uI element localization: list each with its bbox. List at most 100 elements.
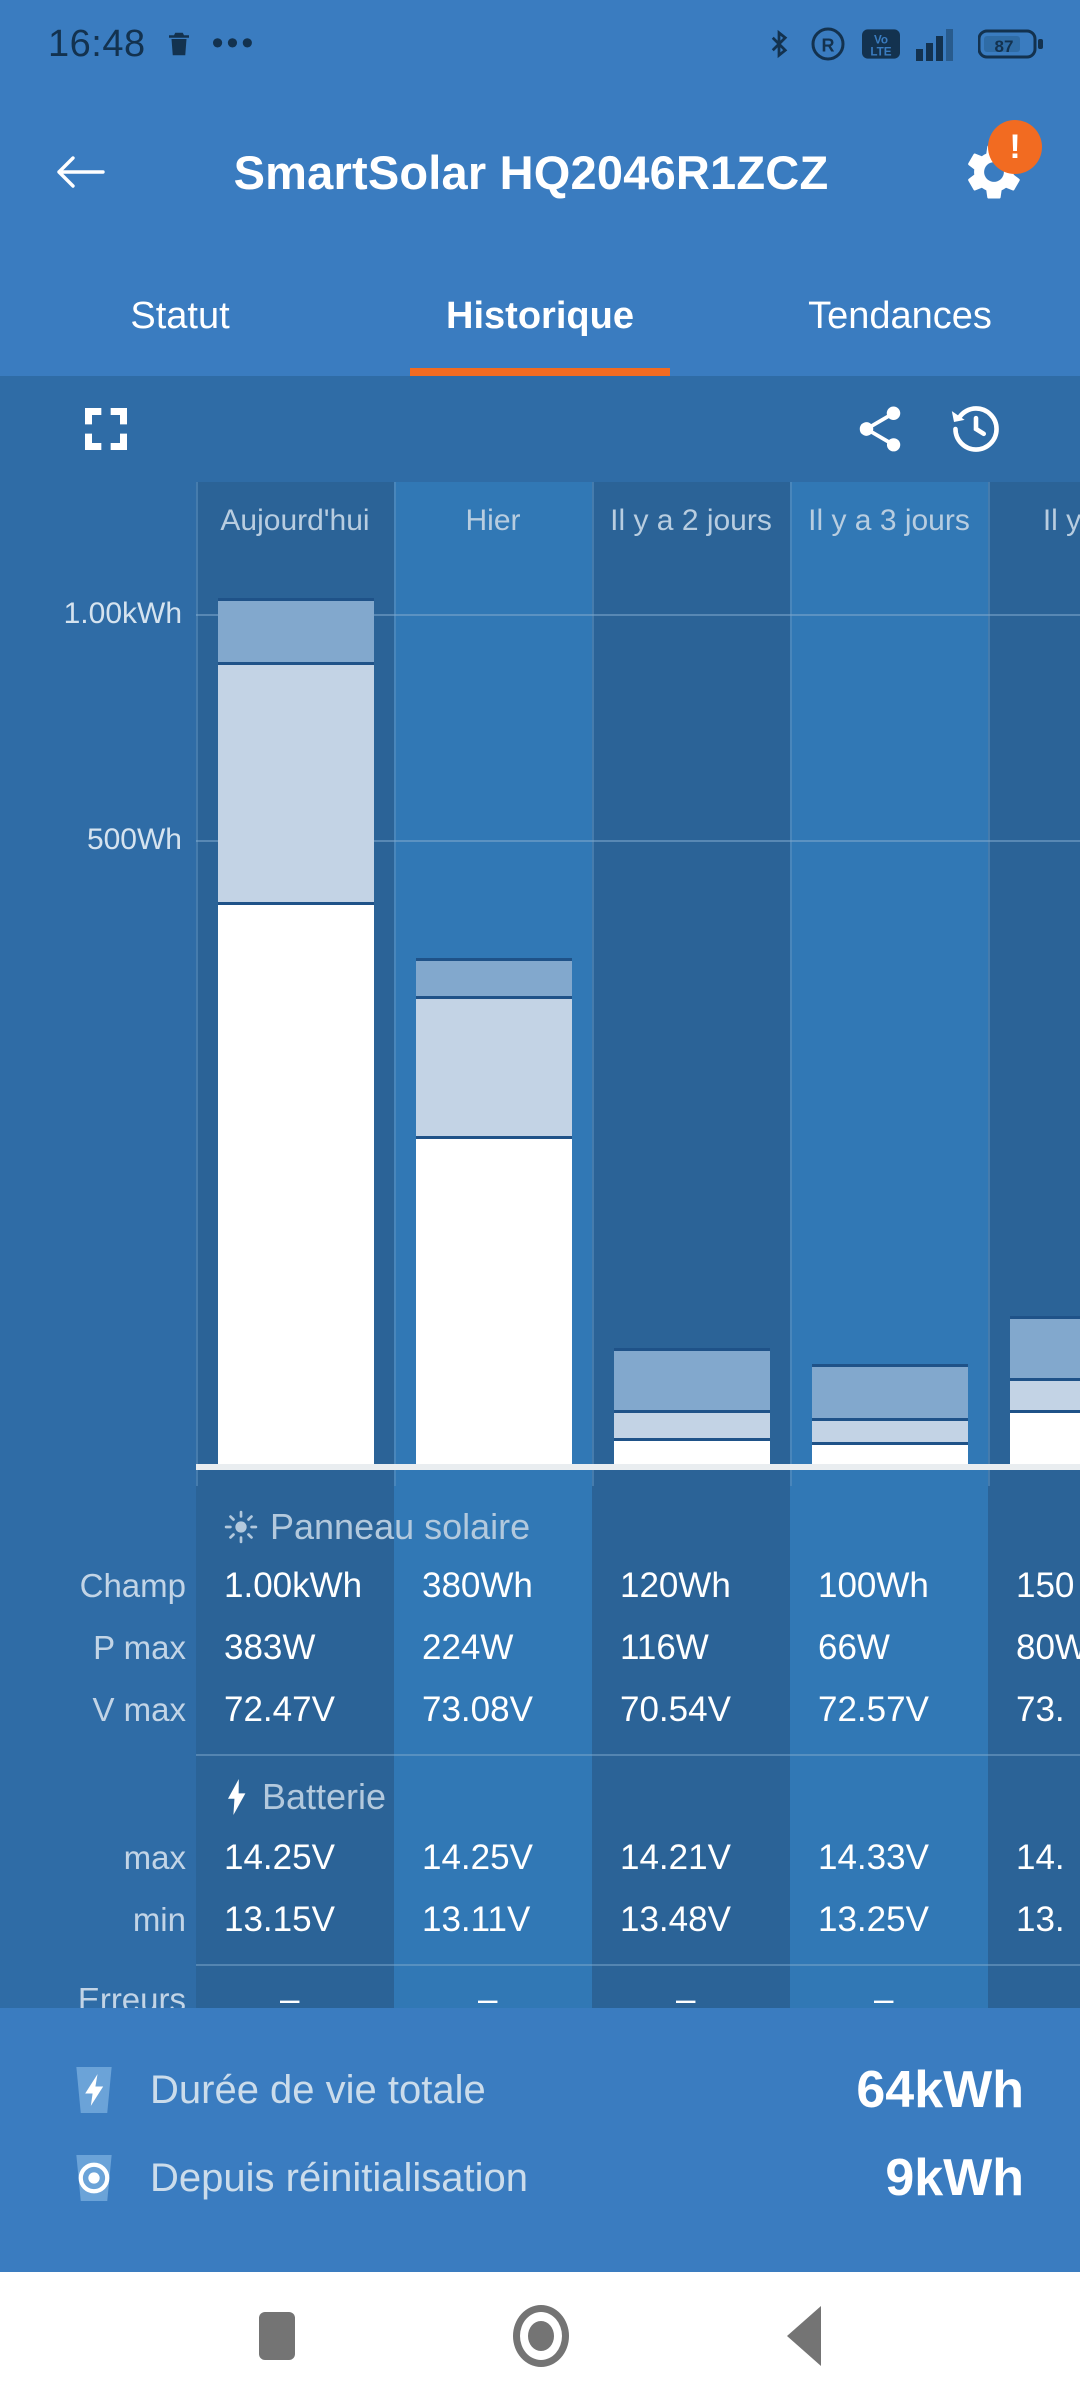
- volte-icon: Vo LTE: [862, 29, 900, 59]
- bar-segment-bottom: [218, 902, 374, 1464]
- cell-pmax-0: 383W: [224, 1628, 316, 1667]
- tab-statut-label: Statut: [130, 294, 230, 337]
- history-button[interactable]: [928, 400, 1024, 458]
- cell-pmax-2: 116W: [620, 1628, 709, 1667]
- bar-segment-bottom: [416, 1136, 572, 1464]
- chart-bar-1[interactable]: [416, 958, 572, 1464]
- bluetooth-icon: [771, 29, 788, 59]
- cell-vmax-3: 72.57V: [818, 1690, 929, 1729]
- energy-bar-chart[interactable]: Aujourd'hui Hier Il y a 2 jours Il y a 3…: [0, 482, 1080, 1486]
- tab-historique[interactable]: Historique: [360, 256, 720, 376]
- section-title-solar: Panneau solaire: [270, 1506, 531, 1547]
- bar-segment-top: [614, 1348, 770, 1410]
- cell-batt-min-2: 13.48V: [620, 1900, 731, 1939]
- cell-champ-4: 150: [1016, 1566, 1075, 1605]
- status-bar: 16:48 ••• R Vo LTE: [0, 0, 1080, 88]
- bar-segment-top: [1010, 1316, 1080, 1378]
- status-bar-right: R Vo LTE 87: [764, 25, 1044, 63]
- sun-icon: [224, 1510, 258, 1544]
- home-button[interactable]: [513, 2305, 569, 2367]
- fullscreen-icon: [85, 408, 127, 450]
- cell-batt-min-4: 13.: [1016, 1900, 1065, 1939]
- bar-segment-middle: [614, 1410, 770, 1438]
- bar-segment-bottom: [614, 1438, 770, 1464]
- cell-vmax-4: 73.: [1016, 1690, 1065, 1729]
- chart-bar-3[interactable]: [812, 1364, 968, 1464]
- section-divider-1: [196, 1754, 1080, 1756]
- settings-alert-badge: !: [988, 120, 1042, 174]
- chart-column-2[interactable]: Il y a 2 jours: [592, 482, 790, 1486]
- cell-batt-min-1: 13.11V: [422, 1900, 531, 1939]
- footer-label-lifetime: Durée de vie totale: [150, 2067, 486, 2112]
- recents-button[interactable]: [259, 2312, 295, 2360]
- reset-target-icon: [76, 2155, 112, 2201]
- table-column-0: [196, 1486, 394, 2008]
- table-row-batt-min: 13.15V 13.11V 13.48V 13.25V 13.: [196, 1900, 1080, 1940]
- reset-target-icon-wrap: [56, 2148, 132, 2208]
- chart-bar-0[interactable]: [218, 598, 374, 1464]
- back-button[interactable]: [40, 150, 120, 194]
- battery-icon: 87: [978, 29, 1043, 59]
- cell-champ-1: 380Wh: [422, 1566, 533, 1605]
- tab-historique-label: Historique: [446, 294, 634, 337]
- chart-column-label: Il y a 2 jours: [610, 504, 772, 537]
- cell-vmax-0: 72.47V: [224, 1690, 335, 1729]
- tab-active-indicator: [410, 368, 670, 376]
- svg-text:LTE: LTE: [870, 46, 891, 59]
- cell-batt-max-2: 14.21V: [620, 1838, 731, 1877]
- row-label-batt-max: max: [123, 1839, 186, 1876]
- row-label-batt-min: min: [132, 1901, 186, 1938]
- fullscreen-button[interactable]: [58, 401, 154, 457]
- section-header-solar: Panneau solaire: [196, 1506, 530, 1548]
- table-column-1: [394, 1486, 592, 2008]
- table-column-3: [790, 1486, 988, 2008]
- cell-pmax-4: 80W: [1016, 1628, 1080, 1667]
- bar-segment-middle: [812, 1418, 968, 1442]
- chart-bar-2[interactable]: [614, 1348, 770, 1464]
- row-label-vmax: V max: [92, 1691, 186, 1728]
- tab-tendances-label: Tendances: [808, 294, 992, 337]
- cell-batt-max-4: 14.: [1016, 1838, 1065, 1877]
- share-button[interactable]: [832, 402, 928, 456]
- status-bar-left: 16:48 •••: [48, 23, 764, 66]
- bar-segment-top: [416, 958, 572, 996]
- battery-bolt-icon-wrap: [56, 2060, 132, 2120]
- back-triangle-icon: [787, 2306, 821, 2366]
- bar-segment-middle: [218, 662, 374, 902]
- settings-button[interactable]: !: [948, 120, 1042, 218]
- tab-statut[interactable]: Statut: [0, 256, 360, 376]
- totals-footer: Durée de vie totale 64kWh Depuis réiniti…: [0, 2008, 1080, 2272]
- gridline-500wh: [196, 840, 1080, 842]
- chart-column-label: Il y a 3 jours: [808, 504, 970, 537]
- cell-vmax-2: 70.54V: [620, 1690, 731, 1729]
- registered-icon: R: [811, 27, 845, 61]
- signal-icon: [916, 29, 953, 61]
- page-title: SmartSolar HQ2046R1ZCZ: [233, 145, 829, 199]
- cell-batt-max-3: 14.33V: [818, 1838, 929, 1877]
- share-icon: [859, 406, 901, 452]
- tab-tendances[interactable]: Tendances: [720, 256, 1080, 376]
- nav-back-button[interactable]: [787, 2306, 821, 2366]
- app-bar: SmartSolar HQ2046R1ZCZ !: [0, 88, 1080, 256]
- cell-champ-2: 120Wh: [620, 1566, 731, 1605]
- svg-text:Vo: Vo: [874, 33, 888, 46]
- bolt-icon: [228, 1779, 246, 1815]
- table-row-batt-max: 14.25V 14.25V 14.21V 14.33V 14.: [196, 1838, 1080, 1878]
- footer-row-lifetime: Durée de vie totale 64kWh: [56, 2046, 1024, 2134]
- column-separator: [592, 482, 594, 1486]
- android-nav-bar: [0, 2272, 1080, 2400]
- chart-column-3[interactable]: Il y a 3 jours: [790, 482, 988, 1486]
- chart-bar-4[interactable]: [1010, 1316, 1080, 1464]
- cell-batt-min-3: 13.25V: [818, 1900, 929, 1939]
- row-label-pmax: P max: [93, 1629, 186, 1666]
- table-row-pmax: 383W 224W 116W 66W 80W: [196, 1628, 1080, 1668]
- back-arrow-icon: [57, 156, 105, 188]
- bar-segment-bottom: [812, 1442, 968, 1464]
- footer-label-since-reset: Depuis réinitialisation: [150, 2155, 528, 2200]
- gridline-1kwh: [196, 614, 1080, 616]
- battery-bolt-icon: [76, 2067, 112, 2113]
- footer-row-since-reset: Depuis réinitialisation 9kWh: [56, 2134, 1024, 2222]
- history-data-table: Panneau solaire Champ 1.00kWh 380Wh 120W…: [0, 1486, 1080, 2019]
- svg-text:R: R: [822, 36, 835, 56]
